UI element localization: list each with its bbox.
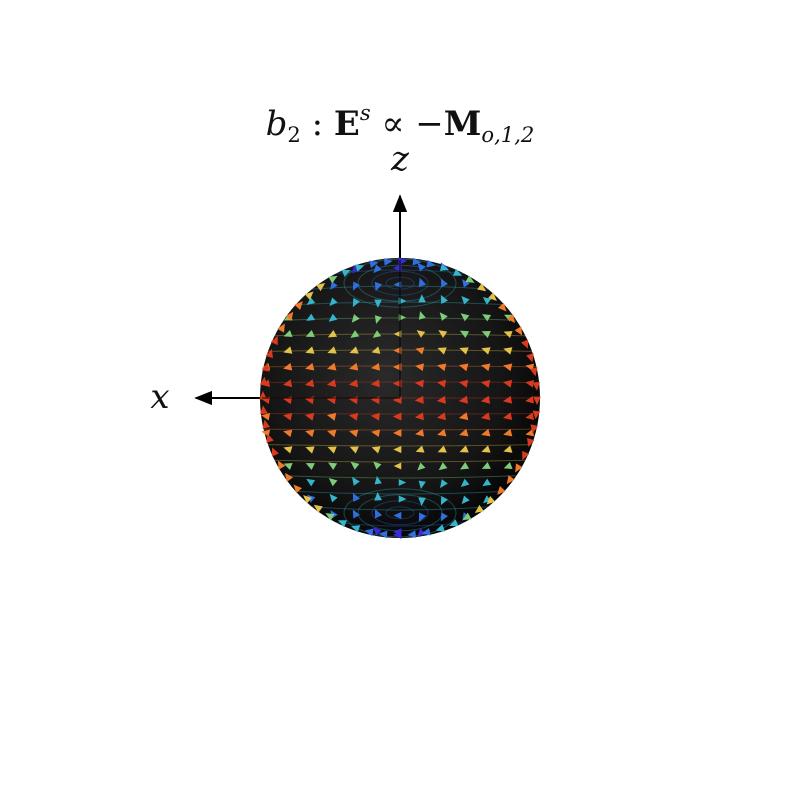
title-lhs: b xyxy=(266,104,288,144)
title-colon: : xyxy=(301,104,334,144)
title-mode-sub: o,1,2 xyxy=(481,122,534,147)
title-field-sup: s xyxy=(360,100,371,125)
title-lhs-sub: 2 xyxy=(287,122,300,147)
figure-title: b2 : Es ∝ −Mo,1,2 xyxy=(0,100,800,147)
title-relation: ∝ − xyxy=(371,104,444,144)
title-field: E xyxy=(334,104,360,144)
x-axis-label: x xyxy=(150,377,169,417)
title-mode: M xyxy=(444,104,482,144)
